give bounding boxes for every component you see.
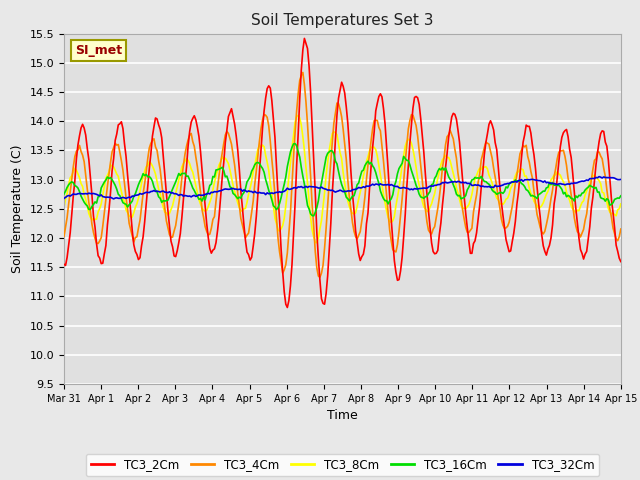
Y-axis label: Soil Temperature (C): Soil Temperature (C)	[11, 144, 24, 273]
X-axis label: Time: Time	[327, 409, 358, 422]
Title: Soil Temperatures Set 3: Soil Temperatures Set 3	[251, 13, 434, 28]
Text: SI_met: SI_met	[75, 44, 122, 57]
Legend: TC3_2Cm, TC3_4Cm, TC3_8Cm, TC3_16Cm, TC3_32Cm: TC3_2Cm, TC3_4Cm, TC3_8Cm, TC3_16Cm, TC3…	[86, 454, 599, 476]
